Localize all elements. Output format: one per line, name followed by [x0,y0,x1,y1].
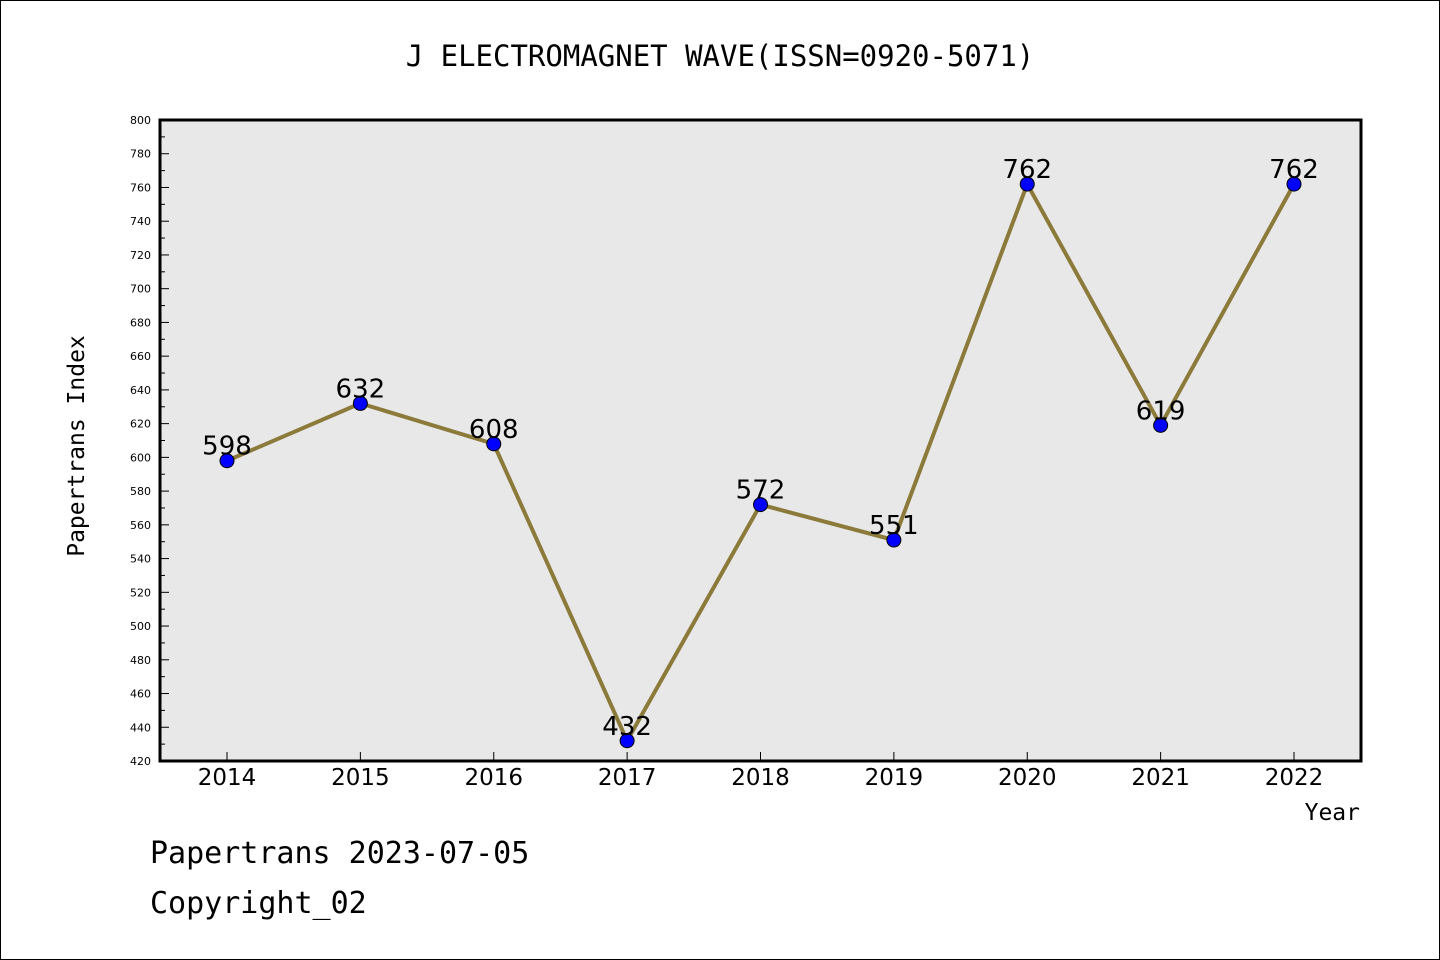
x-tick-label: 2021 [1131,765,1190,791]
plot-area [158,118,1363,763]
data-point [886,532,902,548]
y-tick-label: 520 [130,586,151,599]
data-point [219,453,235,469]
y-tick-label: 500 [130,620,151,633]
data-markers [219,176,1302,749]
footer-source: Papertrans 2023-07-05 [150,836,530,871]
y-tick-label: 780 [130,148,151,161]
y-tick-label: 640 [130,384,151,397]
y-tick-label: 480 [130,654,151,667]
x-axis: 2014 2015 2016 2017 2018 2019 2020 2021 2022 [198,752,1324,791]
data-label: 432 [602,712,652,742]
data-point [1153,417,1169,433]
data-label: 551 [869,511,919,541]
y-tick-label: 540 [130,553,151,566]
y-tick-label: 800 [130,114,151,127]
y-axis: 420 440 460 480 500 520 540 560 580 600 620 640 660 6… [130,114,169,768]
x-tick-label: 2014 [198,765,257,791]
y-tick-label: 620 [130,418,151,431]
y-axis-label: Papertrans Index [64,335,90,557]
y-tick-label: 700 [130,283,151,296]
data-label: 762 [1002,155,1052,185]
x-tick-label: 2019 [865,765,924,791]
y-tick-label: 460 [130,688,151,701]
x-tick-label: 2018 [731,765,790,791]
y-tick-label: 720 [130,249,151,262]
x-tick-label: 2016 [464,765,523,791]
x-tick-label: 2022 [1265,765,1324,791]
data-label: 572 [736,476,786,506]
x-tick-label: 2020 [998,765,1057,791]
footer-copyright: Copyright_02 [150,886,367,921]
y-tick-label: 680 [130,316,151,329]
data-point [619,733,635,749]
data-point [1286,176,1302,192]
data-label: 598 [202,432,252,462]
y-tick-label: 740 [130,215,151,228]
y-tick-label: 440 [130,721,151,734]
x-axis-label: Year [1305,800,1360,826]
y-tick-label: 660 [130,350,151,363]
y-tick-label: 600 [130,451,151,464]
data-label: 632 [336,374,386,404]
y-tick-label: 420 [130,755,151,768]
data-label: 619 [1136,396,1186,426]
y-tick-label: 560 [130,519,151,532]
data-point [753,497,768,513]
data-label: 608 [469,415,519,445]
data-point [486,436,502,452]
data-point [352,395,368,411]
x-tick-label: 2015 [331,765,390,791]
data-label: 762 [1269,155,1319,185]
data-labels: 598 632 608 432 572 551 762 619 762 [202,155,1319,742]
y-tick-label: 760 [130,181,151,194]
chart-title: J ELECTROMAGNET WAVE(ISSN=0920-5071) [406,39,1035,73]
x-tick-label: 2017 [598,765,657,791]
y-tick-label: 580 [130,485,151,498]
data-point [1019,176,1035,192]
